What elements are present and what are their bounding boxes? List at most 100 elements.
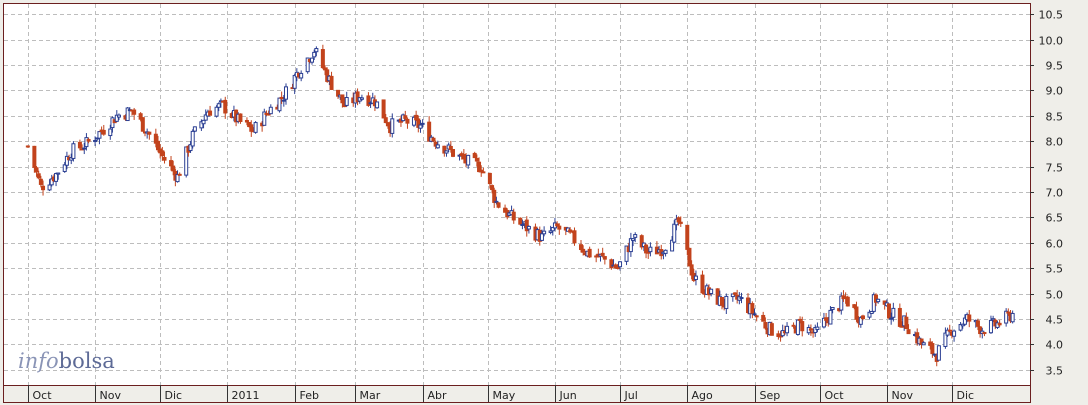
candle [587,246,592,258]
candle [542,226,547,237]
candle [600,247,605,258]
candle [945,327,950,338]
candle [550,226,555,236]
candle [982,331,987,337]
candle [869,310,874,315]
candle [490,184,495,194]
candle [555,221,560,227]
candle [889,312,894,325]
x-month-label: Mar [360,389,381,402]
candle [487,172,492,189]
candle [32,145,37,173]
candle [262,108,267,126]
candle [153,128,158,148]
candle [852,303,857,310]
candle [56,172,61,180]
candle [496,202,501,209]
candle [344,91,349,107]
candle [312,49,317,60]
candle [676,216,681,226]
candle [481,167,486,174]
y-axis: 3.5 4.0 4.5 5.0 5.5 6.0 6.5 7.0 7.5 8.0 8.5 9.0 9.5 1… [1030,9,1063,378]
candle [845,295,850,307]
candle [49,174,54,187]
candle [492,187,497,208]
grid-lines [4,4,1030,385]
x-month-label: Jun [559,389,577,402]
candle [188,141,193,153]
candle [431,136,436,142]
candle [38,175,43,188]
candle [991,315,996,323]
candle [472,151,477,159]
candle [474,154,479,167]
candle [947,324,952,333]
candle [292,73,297,95]
candle [672,220,677,244]
candle [709,288,714,297]
candle [323,65,328,76]
candle [750,301,755,319]
candle [624,245,629,266]
candle [114,110,119,123]
candle [958,322,963,332]
candle [613,263,618,269]
candle [663,249,668,257]
candle [988,315,993,334]
candle [785,322,790,337]
candle [628,232,633,257]
candle [171,160,176,176]
candle [685,224,690,256]
candle [461,148,466,164]
candle [830,306,835,314]
y-tick-label: 9.0 [1046,85,1064,98]
y-tick-label: 7.5 [1046,162,1064,175]
brand-part2: bolsa [59,349,115,373]
y-tick-label: 5.5 [1046,263,1064,276]
brand-logo: infobolsa [18,349,115,373]
y-tick-label: 6.0 [1046,238,1064,251]
y-tick-label: 4.5 [1046,314,1064,327]
candle [203,109,208,121]
brand-part1: info [18,349,59,373]
candle [644,243,649,259]
candle [116,113,121,121]
candle [648,242,653,257]
candlestick-series [25,44,1015,367]
candle [904,312,909,330]
candle [403,110,408,121]
y-tick-label: 8.5 [1046,111,1064,124]
candle [900,321,905,328]
y-tick-label: 7.0 [1046,187,1064,200]
candle [305,57,310,74]
candle [763,317,768,330]
candle [678,216,683,227]
candle [71,141,76,162]
candle [77,139,82,151]
candle [828,306,833,325]
candle [494,196,499,205]
candle [108,124,113,140]
candle [41,180,46,196]
x-month-label: Sep [760,389,781,402]
candle [214,105,219,118]
candle [975,318,980,331]
candle [310,57,315,65]
candle [466,154,471,169]
candle [375,101,380,109]
candle [752,308,757,317]
y-tick-label: 3.5 [1046,365,1064,378]
candle [511,208,516,224]
candle [602,255,607,265]
y-tick-label: 9.5 [1046,60,1064,73]
x-month-label: Abr [428,389,448,402]
candle [208,105,213,116]
candle [336,89,341,99]
candle [808,324,813,336]
candle [739,292,744,304]
candle [581,245,586,256]
candle [82,142,87,155]
candle [618,261,623,271]
candle [524,216,529,237]
candle [54,172,59,187]
